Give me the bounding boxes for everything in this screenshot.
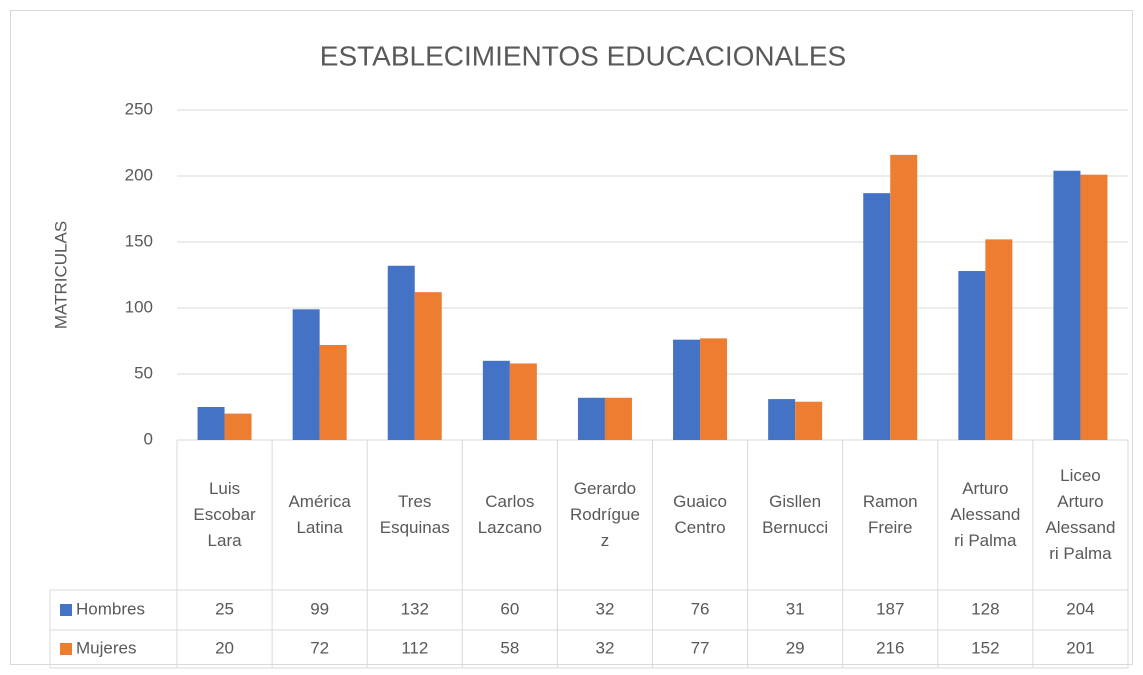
bar [509, 363, 537, 440]
table-value: 216 [876, 638, 904, 657]
table-value: 58 [500, 638, 519, 657]
bar [985, 239, 1013, 440]
table-value: 132 [401, 599, 429, 618]
legend-label: Hombres [76, 599, 145, 618]
table-value: 29 [786, 638, 805, 657]
x-tick-label: Liceo Arturo Alessandri Palma [1045, 466, 1116, 563]
table-value: 72 [310, 638, 329, 657]
x-tick-label: Gerardo Rodríguez [569, 479, 640, 550]
legend-label: Mujeres [76, 638, 136, 657]
bar [700, 338, 728, 440]
bar [197, 407, 225, 440]
bar [292, 309, 320, 440]
bar [414, 292, 442, 440]
bar [1053, 170, 1081, 440]
legend-swatch [60, 643, 72, 655]
table-value: 60 [500, 599, 519, 618]
x-tick-label: Arturo Alessandri Palma [950, 479, 1021, 550]
table-value: 31 [786, 599, 805, 618]
table-value: 112 [401, 638, 428, 657]
table-value: 201 [1066, 638, 1094, 657]
y-tick-label: 50 [134, 363, 153, 382]
table-value: 32 [595, 599, 614, 618]
table-value: 187 [876, 599, 904, 618]
bar [224, 413, 252, 440]
bar [795, 401, 823, 440]
bar [890, 154, 918, 440]
y-tick-label: 100 [125, 297, 153, 316]
x-tick-label: Guaico Centro [673, 492, 727, 537]
chart-title: ESTABLECIMIENTOS EDUCACIONALES [320, 40, 846, 71]
table-value: 77 [691, 638, 710, 657]
table-value: 76 [691, 599, 710, 618]
bar [319, 344, 347, 440]
bar [604, 397, 632, 440]
table-value: 204 [1066, 599, 1094, 618]
bar [1080, 174, 1108, 440]
y-tick-label: 250 [125, 99, 153, 118]
y-tick-label: 200 [125, 165, 153, 184]
table-value: 20 [215, 638, 234, 657]
x-tick-label: Gisllen Bernucci [762, 492, 829, 537]
x-tick-label: Ramon Freire [862, 492, 918, 537]
bar [577, 397, 605, 440]
y-axis-label: MATRICULAS [51, 221, 70, 329]
x-tick-label: América Latina [288, 492, 351, 537]
chart-border [10, 10, 1133, 665]
x-tick-label: Tres Esquinas [379, 492, 450, 537]
table-value: 25 [215, 599, 234, 618]
table-value: 152 [971, 638, 999, 657]
bar [673, 339, 701, 440]
y-tick-label: 150 [125, 231, 153, 250]
table-value: 128 [971, 599, 999, 618]
bar [768, 399, 796, 440]
x-tick-label: Carlos Lazcano [477, 492, 542, 537]
legend-swatch [60, 604, 72, 616]
table-value: 32 [595, 638, 614, 657]
bar [387, 265, 415, 440]
bar [958, 271, 986, 440]
table-value: 99 [310, 599, 329, 618]
bar [863, 193, 891, 440]
y-tick-label: 0 [144, 429, 153, 448]
x-tick-label: Luis Escobar Lara [193, 479, 256, 550]
bar [482, 360, 510, 440]
